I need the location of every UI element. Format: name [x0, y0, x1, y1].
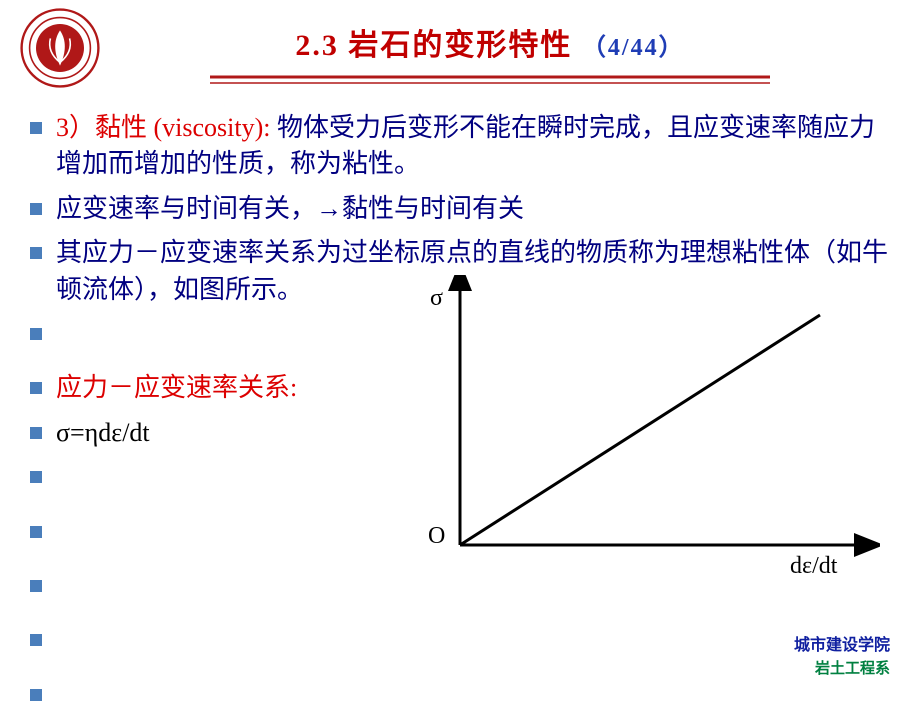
- bullet-text: [56, 514, 63, 550]
- slide-footer: 城市建设学院 岩土工程系: [794, 631, 890, 678]
- bullet-square-icon: [30, 122, 42, 134]
- bullet-text: 应力－应变速率关系:: [56, 370, 297, 406]
- stress-strainrate-diagram: σ O dε/dt: [400, 275, 880, 595]
- text-segment: 应力－应变速率关系:: [56, 373, 297, 402]
- footer-college: 城市建设学院: [794, 631, 890, 655]
- text-segment: 应变速率与时间有关，→黏性与时间有关: [56, 194, 524, 223]
- slide-header: 2.3 岩石的变形特性 （4/44）: [0, 0, 920, 90]
- title-main: 2.3 岩石的变形特性: [295, 29, 572, 62]
- bullet-square-icon: [30, 427, 42, 439]
- bullet-row: 应变速率与时间有关，→黏性与时间有关: [30, 191, 890, 227]
- title-underline: [210, 72, 770, 90]
- bullet-square-icon: [30, 247, 42, 259]
- bullet-text: 应变速率与时间有关，→黏性与时间有关: [56, 191, 524, 227]
- bullet-square-icon: [30, 471, 42, 483]
- title-page-counter: （4/44）: [582, 35, 685, 61]
- bullet-text: [56, 622, 63, 658]
- bullet-square-icon: [30, 526, 42, 538]
- bullet-row: [30, 622, 890, 658]
- origin-label: O: [428, 523, 445, 550]
- university-logo: [20, 8, 100, 88]
- bullet-square-icon: [30, 382, 42, 394]
- bullet-square-icon: [30, 203, 42, 215]
- bullet-text: [56, 316, 63, 352]
- bullet-row: [30, 677, 890, 713]
- bullet-square-icon: [30, 580, 42, 592]
- bullet-text: 3）黏性 (viscosity): 物体受力后变形不能在瞬时完成，且应变速率随应…: [56, 110, 890, 183]
- bullet-square-icon: [30, 689, 42, 701]
- x-axis-label: dε/dt: [790, 553, 837, 580]
- bullet-row: 3）黏性 (viscosity): 物体受力后变形不能在瞬时完成，且应变速率随应…: [30, 110, 890, 183]
- title-container: 2.3 岩石的变形特性 （4/44）: [0, 20, 920, 90]
- slide-title: 2.3 岩石的变形特性 （4/44）: [100, 20, 880, 64]
- y-axis-label: σ: [430, 285, 443, 312]
- bullet-text: [56, 459, 63, 495]
- bullet-text: [56, 677, 63, 713]
- footer-department: 岩土工程系: [794, 657, 890, 678]
- bullet-square-icon: [30, 634, 42, 646]
- bullet-text: [56, 568, 63, 604]
- text-segment: σ=ηdε/dt: [56, 418, 150, 447]
- bullet-text: σ=ηdε/dt: [56, 415, 150, 451]
- text-segment: 3）黏性 (viscosity):: [56, 113, 271, 142]
- bullet-square-icon: [30, 328, 42, 340]
